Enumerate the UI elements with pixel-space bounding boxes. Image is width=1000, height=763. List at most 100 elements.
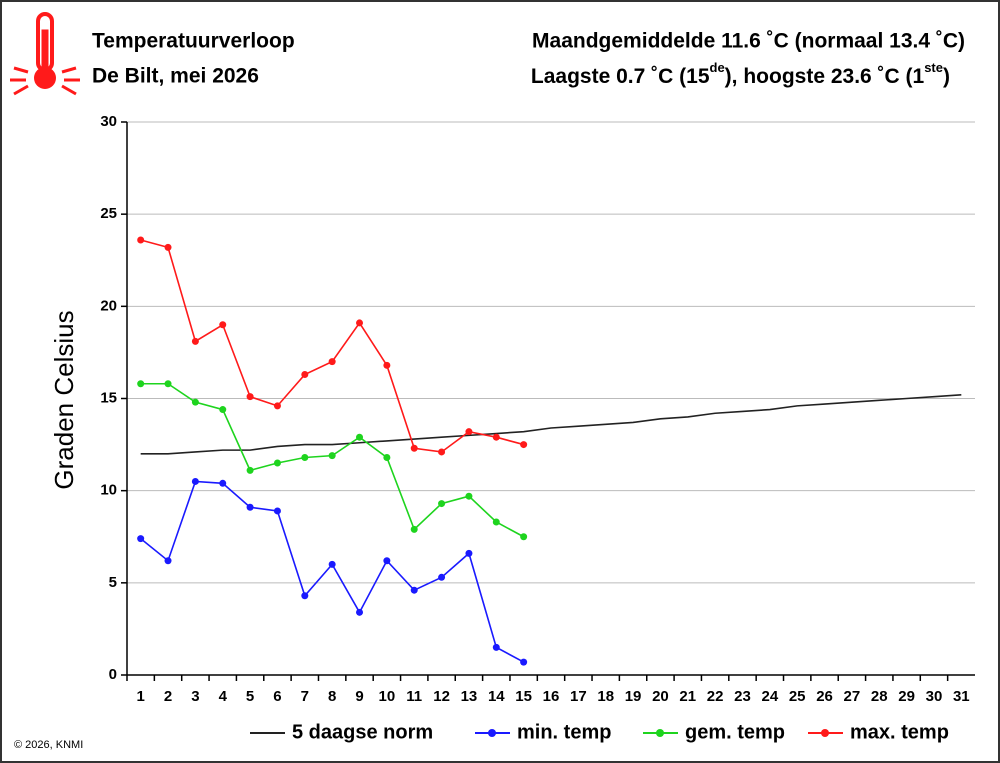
data-point [492, 518, 500, 526]
legend-marker [488, 729, 496, 737]
y-tick-label: 5 [109, 574, 117, 591]
data-point [246, 393, 254, 401]
data-point [328, 358, 336, 366]
x-tick-label: 20 [652, 688, 669, 705]
data-point [219, 321, 227, 329]
y-tick-label: 20 [100, 297, 117, 314]
x-tick-label: 4 [219, 688, 228, 705]
data-point [191, 398, 199, 406]
summary-line: Laagste 0.7 ˚C (15de), hoogste 23.6 ˚C (… [531, 60, 950, 87]
data-point [246, 503, 254, 511]
chart-subtitle: De Bilt, mei 2026 [92, 65, 259, 88]
data-point [301, 592, 309, 600]
data-point [301, 371, 309, 379]
data-point [383, 361, 391, 369]
data-point [356, 319, 364, 327]
summary-part: ) [943, 65, 950, 88]
legend-marker [656, 729, 664, 737]
y-axis-label: Graden Celsius [49, 310, 79, 489]
data-point [219, 406, 227, 414]
x-tick-label: 27 [844, 688, 861, 705]
legend-label: max. temp [850, 721, 949, 743]
x-tick-label: 5 [246, 688, 254, 705]
credit: © 2026, KNMI [14, 739, 83, 751]
data-point [520, 658, 528, 666]
legend-label: 5 daagse norm [292, 721, 433, 743]
data-point [164, 380, 172, 388]
data-point [410, 525, 418, 533]
x-tick-label: 9 [355, 688, 363, 705]
x-tick-label: 16 [543, 688, 560, 705]
legend-marker [821, 729, 829, 737]
data-point [383, 453, 391, 461]
x-tick-label: 1 [137, 688, 145, 705]
legend-label: min. temp [517, 721, 611, 743]
data-point [410, 586, 418, 594]
data-point [191, 477, 199, 485]
data-point [356, 433, 364, 441]
data-point [273, 402, 281, 410]
data-point [219, 479, 227, 487]
x-tick-label: 10 [379, 688, 396, 705]
data-point [383, 557, 391, 565]
y-tick-label: 25 [100, 205, 117, 222]
data-point [164, 243, 172, 251]
x-tick-label: 15 [515, 688, 532, 705]
data-point [492, 433, 500, 441]
data-point [137, 535, 145, 543]
x-tick-label: 23 [734, 688, 751, 705]
x-tick-label: 17 [570, 688, 587, 705]
data-point [301, 453, 309, 461]
x-tick-label: 21 [679, 688, 696, 705]
summary-part: Laagste 0.7 ˚C (15 [531, 65, 710, 88]
x-tick-label: 3 [191, 688, 199, 705]
x-tick-label: 26 [816, 688, 833, 705]
y-tick-label: 0 [109, 666, 117, 683]
x-tick-label: 19 [625, 688, 642, 705]
x-tick-label: 28 [871, 688, 888, 705]
data-point [520, 533, 528, 541]
data-point [191, 337, 199, 345]
x-tick-label: 13 [461, 688, 478, 705]
data-point [492, 643, 500, 651]
data-point [246, 466, 254, 474]
y-tick-label: 30 [100, 113, 117, 130]
x-tick-label: 24 [761, 688, 778, 705]
data-point [137, 380, 145, 388]
data-point [438, 448, 446, 456]
x-tick-label: 22 [707, 688, 724, 705]
data-point [410, 444, 418, 452]
x-tick-label: 18 [597, 688, 614, 705]
x-tick-label: 25 [789, 688, 806, 705]
x-tick-label: 11 [406, 688, 422, 705]
data-point [328, 560, 336, 568]
data-point [438, 500, 446, 508]
summary-sup: ste [924, 60, 943, 75]
data-point [328, 452, 336, 460]
thermometer-icon [10, 12, 80, 96]
summary-sup: de [710, 60, 725, 75]
data-point [273, 507, 281, 515]
legend-label: gem. temp [685, 721, 785, 743]
data-point [465, 428, 473, 436]
summary-part: ), hoogste 23.6 ˚C (1 [725, 65, 925, 88]
x-tick-label: 8 [328, 688, 336, 705]
data-point [164, 557, 172, 565]
x-tick-label: 31 [953, 688, 970, 705]
data-point [273, 459, 281, 467]
x-tick-label: 30 [926, 688, 943, 705]
y-tick-label: 10 [100, 482, 117, 499]
x-tick-label: 7 [301, 688, 309, 705]
chart-title: Temperatuurverloop [92, 30, 295, 53]
x-tick-label: 29 [898, 688, 915, 705]
x-tick-label: 6 [273, 688, 281, 705]
series-line [140, 394, 962, 455]
data-point [137, 236, 145, 244]
data-point [356, 608, 364, 616]
y-tick-label: 15 [100, 389, 117, 406]
x-tick-label: 2 [164, 688, 172, 705]
data-point [438, 573, 446, 581]
data-point [520, 441, 528, 449]
